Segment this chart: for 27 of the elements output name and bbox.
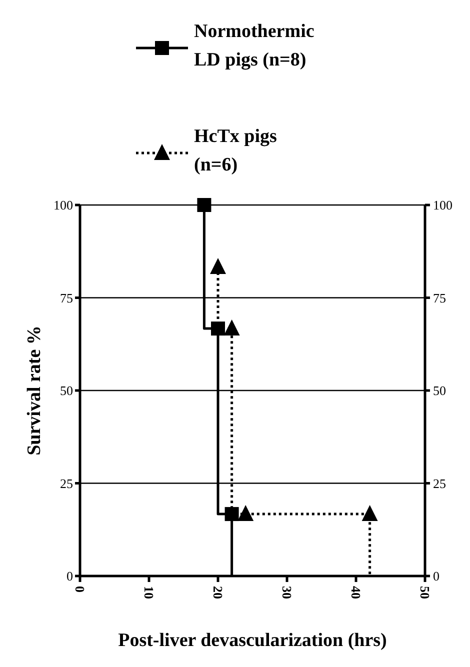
x-tick-label: 30 [279, 586, 294, 599]
y2-tick-label: 25 [433, 476, 446, 491]
y-tick-label: 50 [60, 383, 73, 398]
y2-tick-label: 75 [433, 290, 446, 306]
legend-label: Normothermic LD pigs (n=8) [194, 21, 314, 70]
point [211, 322, 225, 336]
legend-label: HcTx pigs (n=6) [194, 126, 277, 176]
y2-tick-label: 50 [433, 383, 446, 398]
x-tick-label: 50 [417, 586, 432, 599]
x-tick-label: 20 [210, 586, 226, 599]
x-axis-title: Post-liver devascularization (hrs) [118, 630, 387, 651]
x-tick-label: 40 [348, 586, 364, 599]
point [224, 320, 240, 336]
point [238, 505, 254, 522]
y-tick-label: 0 [66, 568, 73, 584]
y2-tick-label: 0 [433, 568, 440, 584]
y-axis-title: Survival rate % [24, 326, 45, 456]
y2-tick-label: 100 [433, 198, 452, 213]
y-tick-label: 25 [60, 476, 73, 491]
x-tick-label: 0 [72, 586, 88, 592]
point [197, 198, 212, 212]
point [224, 507, 239, 522]
y-tick-label: 100 [54, 198, 73, 213]
point [362, 505, 378, 522]
y-tick-label: 75 [60, 290, 73, 306]
point [210, 258, 226, 274]
x-tick-label: 10 [141, 586, 156, 599]
